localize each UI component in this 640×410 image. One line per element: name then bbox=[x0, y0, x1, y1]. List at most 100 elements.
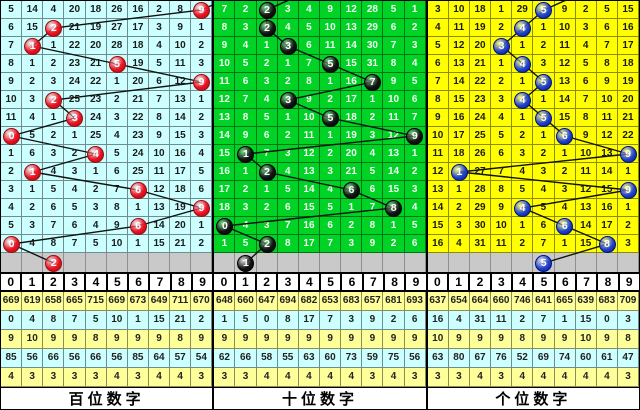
digit-header-cell: 1 bbox=[236, 274, 257, 290]
grid-cell: 5 bbox=[1, 1, 23, 19]
grid-cell: 14 bbox=[575, 217, 597, 235]
grid-cell: 3 bbox=[362, 127, 384, 145]
grid-cell: 4 bbox=[256, 91, 278, 109]
grid-cell: 13 bbox=[341, 19, 363, 37]
pending-cell bbox=[85, 253, 107, 273]
grid-cell: 25 bbox=[127, 163, 149, 181]
pending-cell bbox=[554, 253, 576, 273]
grid-cell: 1 bbox=[554, 145, 576, 163]
grid-cell: 2 bbox=[106, 91, 128, 109]
grid-cell: 18 bbox=[214, 199, 236, 217]
grid-cell: 29 bbox=[362, 19, 384, 37]
grid-cell: 10 bbox=[491, 217, 513, 235]
stats-table-tens: 648 660 647 694 682 653 683 657 681 693 1 5 0 8 17 7 3 9 2… bbox=[214, 292, 426, 387]
grid-cell: 2 bbox=[256, 199, 278, 217]
stats-row: 648 660 647 694 682 653 683 657 681 693 bbox=[214, 292, 426, 311]
grid-cell: 3 bbox=[575, 19, 597, 37]
grid-cell: 6 bbox=[533, 217, 555, 235]
grid-cell: 17 bbox=[214, 181, 236, 199]
grid-cell: 3 bbox=[22, 217, 44, 235]
grid-cell: 1 bbox=[362, 91, 384, 109]
stats-cell: 67 bbox=[469, 349, 492, 368]
grid-cell: 7 bbox=[533, 235, 555, 253]
stats-cell: 4 bbox=[22, 311, 44, 330]
stats-cell: 4 bbox=[383, 368, 405, 387]
grid-cell: 13 bbox=[298, 163, 321, 181]
grid-cell: 5 bbox=[404, 73, 426, 91]
grid-cell: 7 bbox=[320, 235, 342, 253]
grid-cell: 1 bbox=[404, 1, 426, 19]
stats-cell: 4 bbox=[148, 368, 171, 387]
drawn-number-ball: 9 bbox=[619, 181, 637, 199]
pending-cell bbox=[106, 253, 128, 273]
grid-cell: 3 bbox=[191, 55, 213, 73]
stats-row: 16 4 31 11 2 7 1 15 0 3 bbox=[427, 311, 639, 330]
grid-cell: 2 bbox=[491, 19, 513, 37]
grid-cell: 12 bbox=[596, 127, 618, 145]
grid-row: 5 14 4 20 18 26 16 2 8 bbox=[1, 1, 213, 19]
grid-cell: 6 bbox=[256, 127, 278, 145]
grid-cell: 1 bbox=[1, 145, 23, 163]
digit-header-cell: 2 bbox=[44, 274, 65, 290]
stats-cell: 4 bbox=[277, 368, 299, 387]
grid-cell: 13 bbox=[575, 199, 597, 217]
grid-cell: 2 bbox=[404, 163, 426, 181]
stats-cell: 6 bbox=[404, 311, 426, 330]
grid-cell: 7 bbox=[106, 181, 128, 199]
grid-cell: 15 bbox=[298, 199, 321, 217]
grid-cell: 10 bbox=[106, 235, 128, 253]
stats-row: 62 66 58 55 63 60 73 59 75 56 bbox=[214, 349, 426, 368]
stats-cell: 5 bbox=[235, 311, 257, 330]
panel-label-tens: 十位数字 bbox=[214, 387, 426, 409]
grid-cell: 1 bbox=[191, 217, 213, 235]
grid-cell: 18 bbox=[469, 1, 492, 19]
grid-cell: 29 bbox=[512, 1, 534, 19]
digit-header-cell: 4 bbox=[513, 274, 535, 290]
grid-cell: 3 bbox=[256, 217, 278, 235]
stats-cell: 61 bbox=[596, 349, 618, 368]
grid-cell: 2 bbox=[64, 145, 86, 163]
stats-cell: 649 bbox=[148, 292, 171, 311]
stats-cell: 9 bbox=[43, 330, 65, 349]
grid-row: 7 2 3 4 9 12 28 5 1 bbox=[214, 1, 426, 19]
grid-cell: 1 bbox=[191, 91, 213, 109]
drawn-number-ball: 5 bbox=[535, 1, 553, 19]
stats-cell: 9 bbox=[256, 330, 278, 349]
stats-cell: 9 bbox=[404, 330, 426, 349]
grid-cell: 6 bbox=[320, 217, 342, 235]
stats-cell: 10 bbox=[575, 330, 597, 349]
grid-row: 10 17 25 5 2 1 9 12 22 bbox=[427, 127, 639, 145]
drawn-number-ball: 2 bbox=[258, 1, 276, 19]
grid-cell: 7 bbox=[214, 1, 236, 19]
grid-row: 14 9 6 2 11 1 19 3 12 bbox=[214, 127, 426, 145]
grid-cell: 12 bbox=[448, 37, 470, 55]
stats-cell: 9 bbox=[341, 330, 363, 349]
grid-row: 14 2 29 9 5 4 13 16 1 bbox=[427, 199, 639, 217]
grid-cell: 11 bbox=[575, 163, 597, 181]
grid-row: 7 14 22 2 1 13 6 9 19 bbox=[427, 73, 639, 91]
stats-cell: 4 bbox=[554, 368, 576, 387]
grid-cell: 10 bbox=[575, 145, 597, 163]
grid-cell: 18 bbox=[341, 109, 363, 127]
stats-cell: 1 bbox=[127, 311, 149, 330]
grid-cell: 8 bbox=[596, 55, 618, 73]
trend-grid-units: 3 10 18 1 29 9 2 5 15 4 11 19 2 1 10 3 6 16 5 12 20 1 2 11 4 7 17 6… bbox=[427, 1, 639, 273]
grid-cell: 10 bbox=[170, 37, 192, 55]
stats-cell: 17 bbox=[298, 311, 321, 330]
stats-cell: 73 bbox=[341, 349, 363, 368]
grid-cell: 17 bbox=[448, 127, 470, 145]
grid-cell: 14 bbox=[383, 163, 405, 181]
drawn-number-ball: 4 bbox=[514, 91, 532, 109]
stats-cell: 66 bbox=[85, 349, 107, 368]
stats-cell: 8 bbox=[617, 330, 639, 349]
grid-cell: 3 bbox=[277, 1, 299, 19]
grid-cell: 2 bbox=[554, 163, 576, 181]
pending-cell bbox=[596, 253, 618, 273]
grid-cell: 5 bbox=[235, 55, 257, 73]
grid-row: 11 6 3 2 8 1 16 9 5 bbox=[214, 73, 426, 91]
stats-cell: 681 bbox=[383, 292, 405, 311]
stats-cell: 683 bbox=[341, 292, 363, 311]
grid-row: 1 6 3 2 5 24 10 16 4 bbox=[1, 145, 213, 163]
grid-cell: 24 bbox=[85, 109, 107, 127]
grid-cell: 7 bbox=[383, 37, 405, 55]
